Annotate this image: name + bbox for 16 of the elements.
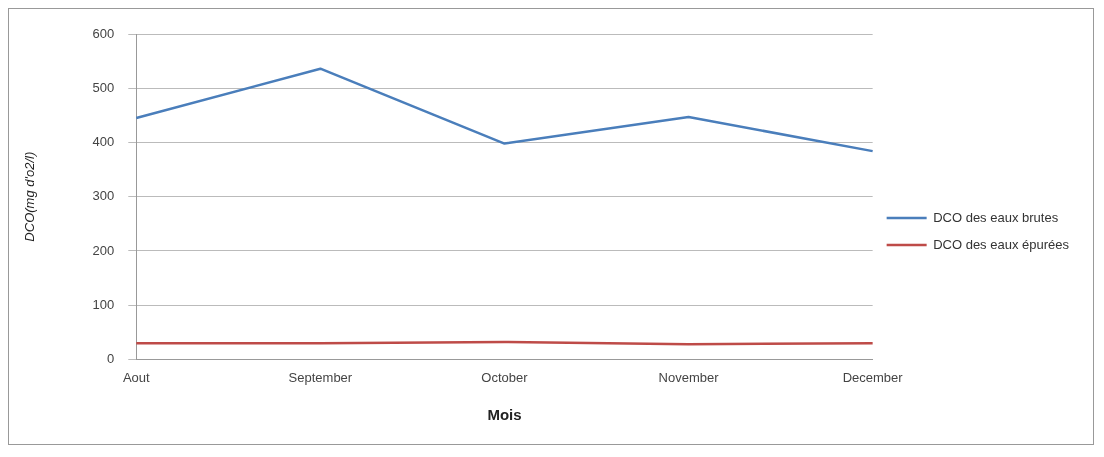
legend-label: DCO des eaux épurées <box>933 236 1070 252</box>
y-axis-title: DCO(mg d'o2/l) <box>22 151 38 242</box>
y-tick-label: 500 <box>92 79 115 95</box>
y-tick-label: 400 <box>92 134 115 150</box>
x-tick-label: September <box>288 369 353 385</box>
x-tick-label: November <box>658 369 720 385</box>
x-tick-label: October <box>481 369 529 385</box>
y-tick-label: 300 <box>92 188 115 204</box>
x-axis-title: Mois <box>487 406 522 424</box>
legend-label: DCO des eaux brutes <box>933 209 1059 225</box>
y-tick-label: 100 <box>92 296 115 312</box>
y-tick-label: 200 <box>92 242 115 258</box>
x-tick-label: December <box>842 369 904 385</box>
y-tick-label: 0 <box>107 350 115 366</box>
y-tick-label: 600 <box>92 25 115 41</box>
x-tick-label: Aout <box>122 369 151 385</box>
